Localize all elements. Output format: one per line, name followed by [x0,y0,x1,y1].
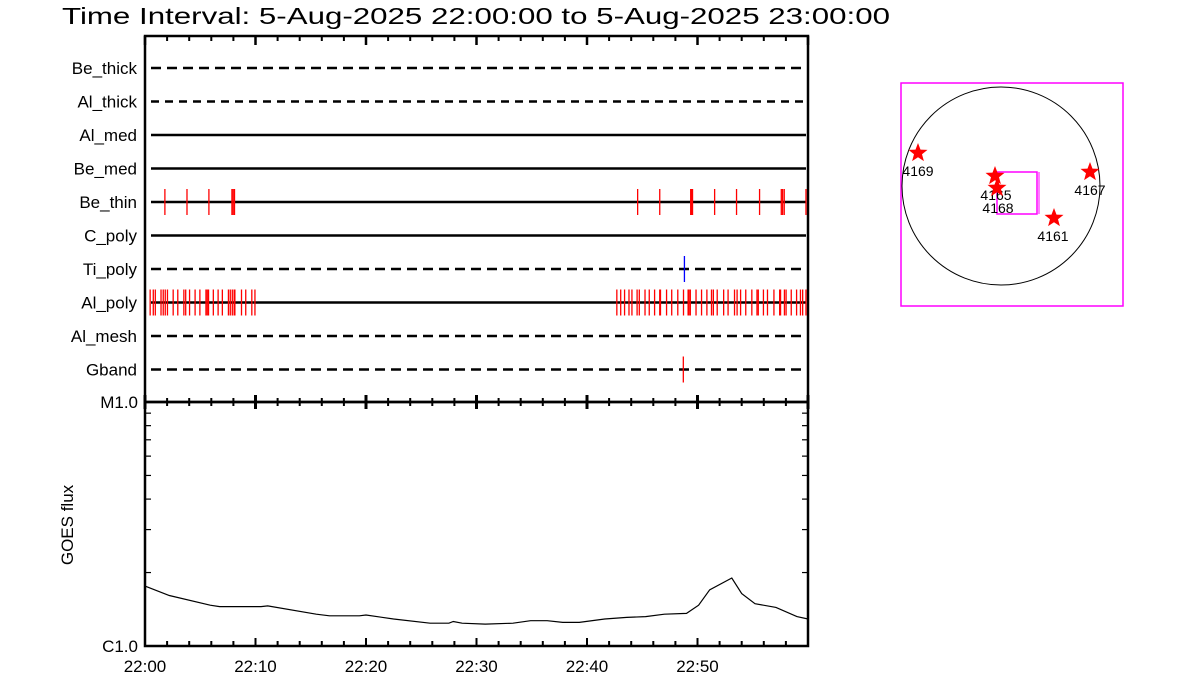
x-tick-label: 22:20 [345,657,388,676]
row-label-be_thick: Be_thick [72,59,138,78]
y-tick-label: M1.0 [100,393,138,412]
active-region-star-icon [908,143,928,162]
active-region-label: 4169 [902,163,933,179]
row-label-al_med: Al_med [79,126,137,145]
y-axis-label: GOES flux [58,484,77,565]
row-label-al_mesh: Al_mesh [71,327,137,346]
goes-frame [143,400,810,648]
instrument-fov-box [996,171,1038,215]
x-tick-label: 22:10 [234,657,277,676]
active-region-star-icon [985,166,1005,185]
active-region-label: 4168 [982,200,1013,216]
row-label-be_med: Be_med [74,160,137,179]
x-tick-label: 22:30 [455,657,498,676]
row-label-ti_poly: Ti_poly [83,260,138,279]
goes-flux-panel: C1.0 M1.0 22:00 22:10 22:20 22:30 22:40 22:50 GO… [58,393,810,676]
timeline-frame [143,34,810,404]
map-field-box [900,82,1124,307]
row-label-be_thin: Be_thin [79,193,137,212]
active-region-star-icon [1044,208,1064,227]
row-label-gband: Gband [86,361,137,380]
title: Time Interval: 5-Aug-2025 22:00:00 to 5-… [62,3,890,29]
row-label-al_thick: Al_thick [77,93,137,112]
active-region-star-icon [987,178,1007,197]
active-region-label: 4167 [1074,182,1105,198]
row-label-al_poly: Al_poly [81,294,137,313]
active-region-star-icon [1080,162,1100,181]
active-region-label: 4161 [1037,228,1068,244]
x-tick-label: 22:00 [124,657,167,676]
goes-flux-line [144,577,809,625]
x-tick-label: 22:40 [566,657,609,676]
x-tick-label: 22:50 [676,657,719,676]
active-region-label: 4165 [980,187,1011,203]
solar-disk [901,86,1101,286]
y-tick-label: C1.0 [102,637,138,656]
row-label-c_poly: C_poly [84,227,137,246]
event-timeline-panel: Be_thick Al_thick Al_med Be_med Be_thin C_pol… [71,34,810,404]
